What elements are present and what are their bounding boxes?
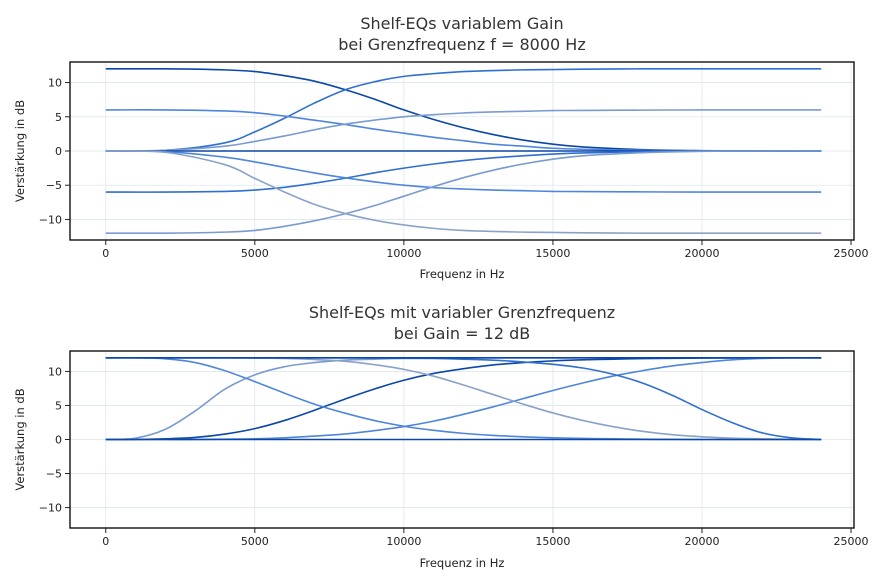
series-line-1: [105, 356, 822, 441]
chart-gain-variation: Shelf-EQs variablem Gain bei Grenzfrequen…: [13, 14, 869, 281]
y-tick-label: 5: [55, 399, 62, 412]
x-tick-label: 20000: [684, 535, 719, 548]
y-tick-label: 5: [55, 111, 62, 124]
x-tick-label: 15000: [535, 247, 570, 260]
series-group: [105, 67, 822, 235]
chart-title-line: Shelf-EQs mit variabler Grenzfrequenz: [309, 303, 615, 322]
series-line-3: [105, 356, 822, 441]
x-tick-label: 25000: [834, 247, 869, 260]
series-line-6: [105, 356, 822, 441]
series-line-2: [105, 356, 822, 441]
y-axis-label: Verstärkung in dB: [13, 100, 27, 202]
series-line-2: [105, 68, 822, 152]
y-tick-label: 10: [48, 365, 62, 378]
x-tick-label: 0: [102, 535, 109, 548]
y-axis-label: Verstärkung in dB: [13, 388, 27, 490]
chart-title-line: bei Gain = 12 dB: [394, 324, 530, 343]
chart-frequency-variation: Shelf-EQs mit variabler Grenzfrequenz bei…: [13, 303, 869, 570]
y-tick-label: −10: [39, 213, 62, 226]
series-line-4: [105, 109, 822, 152]
x-tick-label: 5000: [241, 535, 269, 548]
y-tick-label: 0: [55, 434, 62, 447]
y-tick-label: 10: [48, 77, 62, 90]
x-axis-label: Frequenz in Hz: [420, 556, 505, 570]
series-line-8: [105, 150, 822, 235]
x-tick-label: 10000: [386, 247, 421, 260]
series-line-9: [105, 150, 822, 234]
x-tick-label: 15000: [535, 535, 570, 548]
x-tick-label: 0: [102, 247, 109, 260]
y-tick-label: −5: [46, 179, 62, 192]
y-tick-label: −10: [39, 502, 62, 515]
chart-title-line: Shelf-EQs variablem Gain: [360, 14, 563, 33]
series-line-6: [105, 150, 822, 193]
x-axis-label: Frequenz in Hz: [420, 267, 505, 281]
series-group: [105, 356, 822, 441]
chart-title-line: bei Grenzfrequenz f = 8000 Hz: [338, 35, 585, 54]
series-line-4: [105, 356, 822, 441]
y-tick-label: 0: [55, 145, 62, 158]
x-tick-label: 20000: [684, 247, 719, 260]
x-tick-label: 25000: [834, 535, 869, 548]
y-tick-label: −5: [46, 468, 62, 481]
series-line-7: [105, 150, 822, 193]
x-tick-label: 5000: [241, 247, 269, 260]
x-tick-label: 10000: [386, 535, 421, 548]
series-line-5: [105, 356, 822, 441]
